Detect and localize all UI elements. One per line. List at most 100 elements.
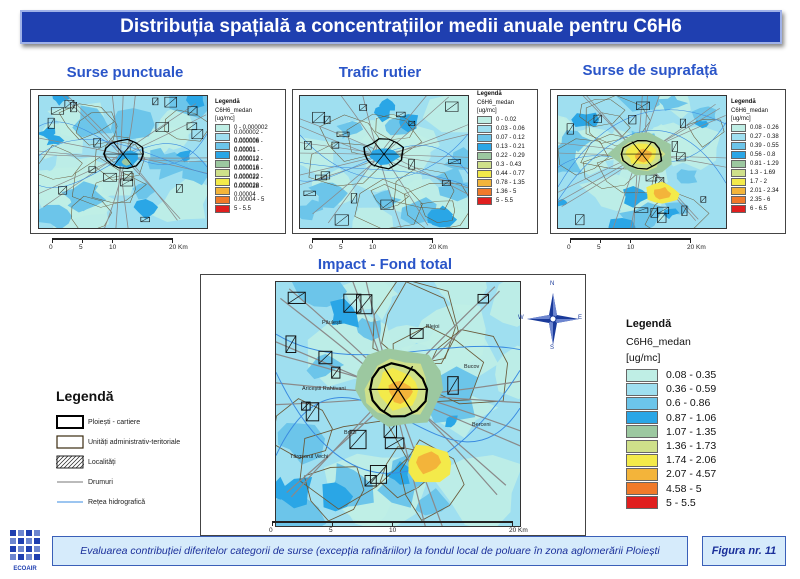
legend-class: 0.07 - 0.12	[477, 134, 537, 143]
legend-class: 0.22 - 0.29	[477, 152, 537, 161]
legend-class: 0.6 - 0.86	[626, 396, 786, 410]
legend-swatch	[477, 179, 492, 188]
symbology-item: Localități	[56, 452, 206, 472]
legend-swatch	[626, 467, 658, 481]
symbology-box-thick-icon	[56, 415, 84, 429]
legend-swatch	[731, 187, 746, 196]
legend-swatch	[626, 496, 658, 510]
legend-swatch	[731, 151, 746, 160]
legend-class: 0.81 - 1.29	[731, 160, 785, 169]
legend-class-label: 1.74 - 2.06	[666, 454, 717, 467]
figure-number: Figura nr. 11	[702, 536, 786, 566]
scale-unit: Km	[438, 244, 448, 251]
legend-class-label: 2.07 - 4.57	[666, 468, 717, 481]
panel-frame-road-traffic: Legendă C6H6_medan [ug/mc] 0 - 0.02 0.03 - 0…	[292, 89, 538, 234]
legend-field: C6H6_medan	[215, 107, 253, 114]
legend-unit: [ug/mc]	[626, 352, 661, 364]
legend-swatch	[731, 178, 746, 187]
place-label: Berceni	[472, 422, 491, 428]
symbology-item: Unități administrativ-teritoriale	[56, 432, 206, 452]
legend-class: 0.36 - 0.59	[626, 382, 786, 396]
legend-class: 0.39 - 0.55	[731, 142, 785, 151]
compass-rose-icon	[527, 293, 579, 345]
scale-tick-label: 20	[509, 527, 517, 534]
legend-class: 2.01 - 2.34	[731, 187, 785, 196]
scale-tick	[312, 238, 313, 243]
compass-east-label: E	[578, 315, 583, 321]
symbology-item: Drumuri	[56, 472, 206, 492]
scale-tick-label: 10	[369, 244, 377, 251]
map-point-sources[interactable]	[38, 95, 208, 229]
legend-swatch	[626, 453, 658, 467]
figure-caption: Evaluarea contribuției diferitelor categ…	[52, 536, 688, 566]
scale-bar-road-traffic: 0 5 10 20 Km	[309, 238, 452, 254]
legend-swatch	[626, 396, 658, 410]
symbology-label: Ploiești - cartiere	[88, 418, 141, 426]
symbology-heading: Legendă	[56, 388, 114, 404]
legend-class-label: 0.22 - 0.29	[496, 152, 525, 159]
legend-swatch	[477, 116, 492, 125]
legend-class: 5 - 5.5	[477, 197, 537, 206]
map-area-sources-graphic	[558, 96, 726, 228]
legend-class-label: 5 - 5.5	[234, 205, 252, 212]
legend-swatch	[477, 125, 492, 134]
legend-class: 2.07 - 4.57	[626, 467, 786, 481]
legend-class-label: 0 - 0.000002	[234, 124, 268, 131]
scale-tick	[392, 521, 393, 526]
legend-class: 0.00004 - 5	[215, 196, 285, 205]
place-label: Blejoi	[426, 324, 440, 330]
scale-tick	[432, 238, 433, 243]
legend-area-sources: Legendă C6H6_medan [ug/mc] 0.08 - 0.26 0.27 …	[731, 98, 785, 214]
legend-class-label: 0.6 - 0.86	[666, 397, 711, 410]
legend-class: 0.3 - 0.43	[477, 161, 537, 170]
map-total-impact[interactable]: Păulești Ariceștii Rahtivani Blejoi Buco…	[275, 281, 521, 527]
legend-class: 1.07 - 1.35	[626, 425, 786, 439]
legend-swatch	[477, 143, 492, 152]
legend-swatch	[215, 169, 230, 178]
scale-tick	[342, 238, 343, 243]
legend-class-label: 0.44 - 0.77	[496, 170, 525, 177]
legend-class: 0.78 - 1.35	[477, 179, 537, 188]
scale-tick-label: 5	[597, 244, 601, 251]
symbology-box-hatch-icon	[56, 455, 84, 469]
legend-unit: [ug/mc]	[477, 108, 497, 115]
scale-tick-label: 10	[627, 244, 635, 251]
scale-tick-label: 10	[389, 527, 397, 534]
legend-class-label: 1.36 - 1.73	[666, 440, 717, 453]
legend-class-label: 0.00001 - 0.000012	[234, 147, 260, 163]
legend-swatch	[731, 133, 746, 142]
legend-swatch	[626, 482, 658, 496]
legend-class-label: 5 - 5.5	[496, 197, 514, 204]
legend-swatch	[731, 205, 746, 214]
legend-field: C6H6_medan	[626, 336, 691, 348]
panel-frame-point-sources: Legendă C6H6_medan [ug/mc] 0 - 0.000002 0.00…	[30, 89, 286, 234]
legend-class: 0 - 0.02	[477, 116, 537, 125]
legend-class-label: 0.81 - 1.29	[750, 160, 779, 167]
legend-class-label: 0.08 - 0.26	[750, 124, 779, 131]
legend-class: 0.87 - 1.06	[626, 411, 786, 425]
map-point-sources-graphic	[39, 96, 207, 228]
symbology-label: Rețea hidrografică	[88, 498, 146, 506]
map-area-sources[interactable]	[557, 95, 727, 229]
legend-class-label: 0.78 - 1.35	[496, 179, 525, 186]
place-label: Bucov	[464, 364, 480, 370]
legend-swatch	[477, 152, 492, 161]
legend-class-label: 0.39 - 0.55	[750, 142, 779, 149]
legend-swatch	[626, 382, 658, 396]
legend-class-label: 4.58 - 5	[666, 482, 702, 495]
main-map-frame: Păulești Ariceștii Rahtivani Blejoi Buco…	[200, 274, 586, 536]
map-road-traffic[interactable]	[299, 95, 469, 229]
page-title: Distribuția spațială a concentrațiilor m…	[20, 10, 782, 44]
legend-class-label: 6 - 6.5	[750, 205, 768, 212]
logo-text: ECOAIR	[13, 566, 37, 572]
legend-class-label: 1.7 - 2	[750, 178, 768, 185]
legend-class-label: 0.000012 - 0.000016	[234, 156, 263, 172]
main-map-title: Impact - Fond total	[317, 256, 453, 273]
symbology-legend: Legendă Ploiești - cartiere Unități admin…	[56, 388, 206, 512]
legend-class-label: 0.000016 - 0.000022	[234, 165, 263, 181]
symbology-box-thin-icon	[56, 435, 84, 449]
panel-frame-area-sources: Legendă C6H6_medan [ug/mc] 0.08 - 0.26 0.27 …	[550, 89, 786, 234]
symbology-item: Ploiești - cartiere	[56, 412, 206, 432]
symbology-label: Unități administrativ-teritoriale	[88, 438, 181, 446]
compass-north-label: N	[550, 281, 555, 287]
